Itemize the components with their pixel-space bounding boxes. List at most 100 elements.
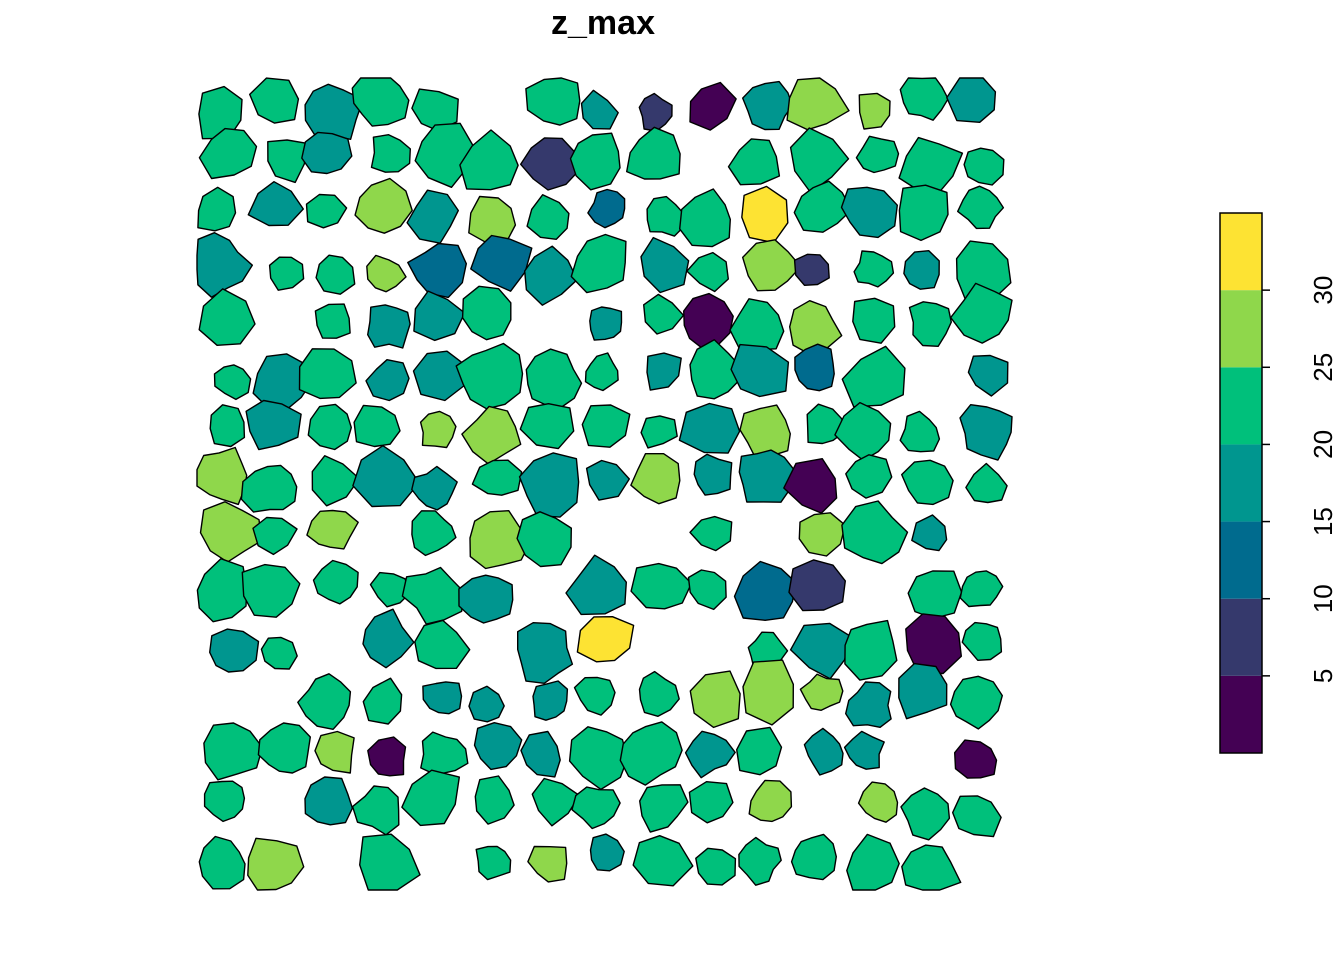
crown-polygon xyxy=(241,563,301,618)
crown-polygon xyxy=(845,454,893,499)
crown-polygon xyxy=(640,415,678,449)
crown-polygon xyxy=(580,89,619,130)
crown-polygon xyxy=(949,675,1003,730)
crown-polygon xyxy=(786,77,850,131)
crown-polygon xyxy=(638,670,680,717)
crown-polygon xyxy=(354,177,413,234)
crown-polygon xyxy=(197,186,237,232)
legend-tick-label: 30 xyxy=(1308,276,1338,305)
crown-polygon xyxy=(411,88,459,132)
crown-polygon xyxy=(581,404,631,448)
crown-polygon xyxy=(565,554,627,616)
crown-polygon xyxy=(689,515,733,552)
crown-polygon xyxy=(312,559,359,605)
crown-polygon xyxy=(307,403,352,451)
crown-polygon xyxy=(407,242,467,299)
crown-polygon xyxy=(843,730,885,770)
crown-polygon xyxy=(646,352,682,391)
crown-polygon xyxy=(632,835,694,887)
crown-polygon xyxy=(568,726,629,791)
crown-polygon xyxy=(314,730,355,774)
crown-polygon xyxy=(963,147,1005,186)
crown-polygon xyxy=(900,787,951,841)
crown-polygon xyxy=(419,410,457,449)
crown-polygon xyxy=(684,730,736,779)
crown-polygon xyxy=(532,680,569,721)
crown-polygon xyxy=(470,234,533,292)
crown-polygon xyxy=(899,77,949,121)
crown-polygon xyxy=(687,569,727,611)
crown-polygon xyxy=(793,180,853,233)
crown-polygon xyxy=(468,685,505,723)
crown-polygon xyxy=(203,780,246,823)
crown-polygon xyxy=(688,781,734,824)
crown-polygon xyxy=(366,254,407,293)
crown-polygon xyxy=(789,127,850,194)
crown-polygon xyxy=(901,844,962,891)
crown-polygon xyxy=(573,676,616,716)
crown-polygon xyxy=(252,516,298,556)
crown-polygon xyxy=(788,559,846,612)
crown-polygon xyxy=(905,613,962,675)
crown-polygon xyxy=(957,185,1005,230)
crown-polygon xyxy=(946,77,997,124)
legend-colorbar xyxy=(1219,212,1263,754)
crown-polygon xyxy=(531,777,581,827)
crown-polygon xyxy=(406,189,459,244)
crown-polygon xyxy=(576,616,635,663)
crown-polygon xyxy=(315,254,356,295)
crown-polygon xyxy=(351,77,410,127)
crown-polygon xyxy=(520,137,581,191)
crown-polygon xyxy=(520,730,561,778)
plot-title: z_max xyxy=(551,4,655,42)
crown-polygon xyxy=(789,622,852,680)
crown-polygon xyxy=(351,785,400,836)
crown-polygon xyxy=(742,239,802,292)
crown-polygon xyxy=(639,784,689,833)
crown-polygon xyxy=(857,781,899,823)
crown-polygon xyxy=(475,845,512,881)
crown-polygon xyxy=(401,566,465,625)
crown-polygon xyxy=(961,621,1003,661)
crown-polygon xyxy=(908,301,952,347)
crown-polygon xyxy=(643,293,685,335)
crown-polygon xyxy=(213,364,252,401)
crown-polygon xyxy=(570,233,627,294)
crown-polygon xyxy=(260,636,298,670)
crown-polygon xyxy=(304,776,354,826)
crown-polygon xyxy=(527,845,568,883)
legend-tick-label: 20 xyxy=(1308,430,1338,459)
crown-polygon xyxy=(619,721,683,786)
crown-polygon xyxy=(459,129,519,191)
crown-polygon xyxy=(952,795,1002,838)
crown-polygon xyxy=(587,188,626,229)
crown-polygon xyxy=(640,236,690,294)
crown-polygon xyxy=(840,186,898,239)
crown-polygon xyxy=(742,80,794,131)
crown-polygon xyxy=(638,92,673,132)
crown-polygon xyxy=(314,303,351,339)
crown-polygon xyxy=(359,833,421,891)
crown-polygon xyxy=(901,459,954,506)
crown-polygon xyxy=(208,628,260,673)
crown-polygon xyxy=(469,510,531,570)
crown-polygon xyxy=(950,282,1013,344)
legend-swatch xyxy=(1220,367,1262,445)
crown-polygon xyxy=(898,184,949,242)
crown-polygon xyxy=(858,92,891,130)
crown-polygon xyxy=(748,779,793,823)
crown-polygon xyxy=(411,510,457,557)
crown-polygon xyxy=(730,343,790,398)
legend-swatch xyxy=(1220,290,1262,368)
crown-polygon xyxy=(845,681,892,728)
crown-polygon xyxy=(569,132,621,191)
legend-swatch xyxy=(1220,675,1262,753)
crown-polygon xyxy=(519,403,575,450)
crown-polygon xyxy=(367,736,407,777)
legend-swatch xyxy=(1220,598,1262,676)
crown-polygon xyxy=(844,619,898,681)
crown-polygon xyxy=(736,726,783,776)
crown-polygon xyxy=(526,193,570,241)
crown-polygon xyxy=(461,405,522,465)
